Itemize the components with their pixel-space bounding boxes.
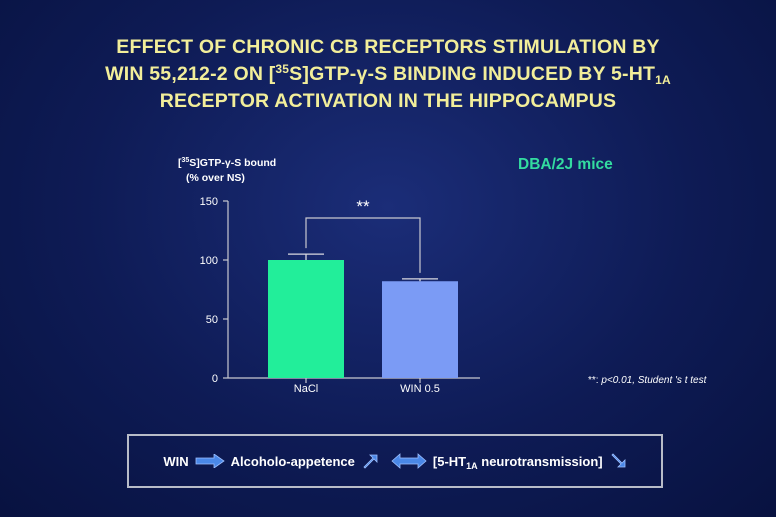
summary-box: WIN Alcoholo-appetence [5-HT1A neurotran… bbox=[127, 434, 663, 488]
significance-label: ** bbox=[356, 197, 370, 216]
ylabel-main: S]GTP-γ-S bound bbox=[189, 157, 277, 169]
y-tick-label: 100 bbox=[200, 255, 218, 267]
title-line-2: WIN 55,212-2 ON [35S]GTP-γ-S BINDING IND… bbox=[20, 61, 756, 88]
down-right-arrow-icon bbox=[611, 453, 626, 468]
title-line-3: RECEPTOR ACTIVATION IN THE HIPPOCAMPUS bbox=[159, 90, 617, 112]
slide-title: EFFECT OF CHRONIC CB RECEPTORS STIMULATI… bbox=[20, 34, 756, 115]
x-tick-label: WIN 0.5 bbox=[400, 383, 440, 395]
title-line-1: EFFECT OF CHRONIC CB RECEPTORS STIMULATI… bbox=[116, 36, 660, 58]
y-tick-label: 50 bbox=[206, 314, 218, 326]
summary-nt-sub: 1A bbox=[466, 460, 478, 471]
ylabel-open: [ bbox=[178, 157, 182, 169]
up-right-arrow-icon bbox=[363, 454, 378, 469]
footnote-text: p<0.01, Student 's t test bbox=[598, 375, 707, 386]
summary-nt-pre: [5-HT bbox=[432, 453, 467, 469]
y-tick-label: 150 bbox=[200, 196, 218, 208]
summary-win: WIN bbox=[163, 453, 189, 469]
footnote-marker: **: bbox=[588, 375, 599, 386]
ylabel-units: (% over NS) bbox=[186, 172, 245, 184]
x-tick-label: NaCl bbox=[294, 383, 318, 395]
strain-label: DBA/2J mice bbox=[518, 156, 613, 173]
title-isotope-sup: 35 bbox=[275, 62, 290, 76]
right-arrow-icon bbox=[195, 454, 225, 468]
bar bbox=[382, 281, 458, 378]
summary-appetence: Alcoholo-appetence bbox=[230, 453, 355, 469]
ylabel-sup: 35 bbox=[181, 157, 190, 164]
title-receptor-sub: 1A bbox=[655, 73, 671, 87]
summary-neurotransmission: [5-HT1A neurotransmission] bbox=[432, 453, 603, 471]
summary-nt-post: neurotransmission] bbox=[477, 453, 603, 469]
significance-bracket bbox=[305, 217, 421, 273]
bar bbox=[268, 260, 344, 378]
y-tick-label: 0 bbox=[212, 373, 218, 385]
footnote: **: p<0.01, Student 's t test bbox=[588, 375, 706, 386]
double-arrow-icon bbox=[391, 453, 427, 469]
y-axis-label: [35S]GTP-γ-S bound (% over NS) bbox=[178, 156, 276, 186]
title-line-2-a: WIN 55,212-2 ON [ bbox=[105, 63, 276, 85]
title-line-2-b: S]GTP-γ-S BINDING INDUCED BY 5-HT bbox=[289, 63, 656, 85]
